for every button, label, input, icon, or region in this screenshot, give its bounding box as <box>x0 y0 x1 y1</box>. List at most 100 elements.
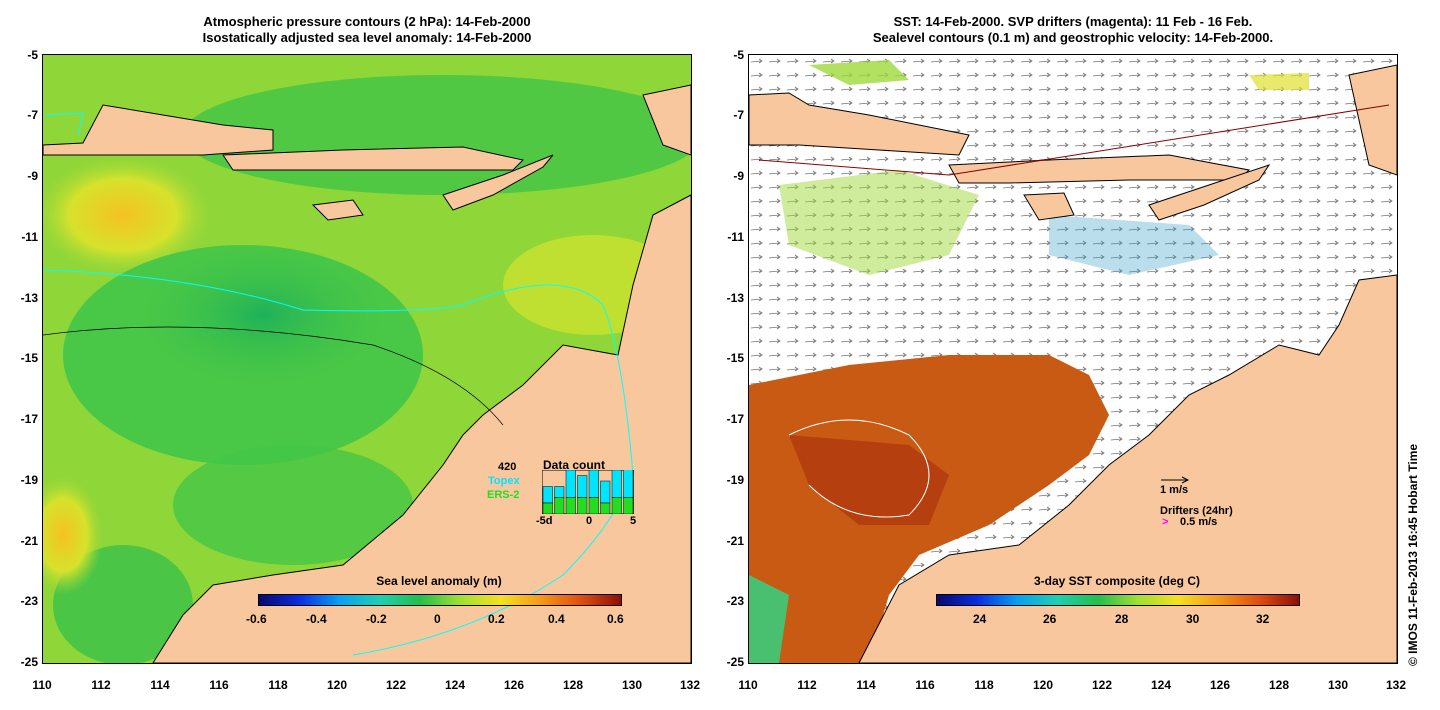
left-y-tick: -9 <box>27 169 38 183</box>
right-cbar-tick: 32 <box>1256 612 1270 626</box>
inset-x-tick: 0 <box>586 515 593 527</box>
left-x-tick: 116 <box>209 678 229 692</box>
timor-land <box>442 154 554 211</box>
right-y-tick: -21 <box>726 534 744 548</box>
right-x-tick: 124 <box>1150 678 1172 692</box>
australia-land-right <box>858 274 1397 663</box>
right-y-tick: -9 <box>733 169 744 183</box>
left-x-tick: 126 <box>503 678 525 692</box>
left-title: Atmospheric pressure contours (2 hPa): 1… <box>42 14 692 46</box>
right-y-tick: -23 <box>726 594 744 608</box>
topex-bar <box>623 470 634 498</box>
right-colorbar <box>936 594 1300 606</box>
left-y-tick: -21 <box>20 534 38 548</box>
right-cbar-tick: 28 <box>1115 612 1129 626</box>
right-y-tick: -7 <box>733 108 744 122</box>
right-y-tick: -11 <box>727 230 744 244</box>
ers-bar <box>623 497 634 514</box>
right-y-tick: -15 <box>726 351 744 365</box>
australia-land <box>152 194 691 663</box>
topex-bar <box>611 470 622 498</box>
topex-bar <box>542 486 553 504</box>
right-cbar-tick: 30 <box>1186 612 1200 626</box>
right-cbar-tick: 24 <box>973 612 987 626</box>
right-y-tick: -5 <box>733 48 744 62</box>
right-x-tick: 114 <box>856 678 876 692</box>
left-x-tick: 124 <box>444 678 466 692</box>
drifter-track <box>758 104 1390 176</box>
right-x-tick: 116 <box>915 678 935 692</box>
topex-bar <box>600 480 611 504</box>
right-title-line2: Sealevel contours (0.1 m) and geostrophi… <box>872 30 1274 45</box>
velocity-scale-label: 1 m/s <box>1160 484 1189 496</box>
right-x-tick: 122 <box>1091 678 1113 692</box>
drifter-arrow-icon: > <box>1162 516 1169 528</box>
cyan-contour <box>43 269 634 656</box>
velocity-arrow-icon <box>1161 476 1190 484</box>
left-cbar-tick: -0.6 <box>246 612 267 626</box>
sea-level-anomaly-map <box>43 55 691 663</box>
left-x-tick: 128 <box>562 678 584 692</box>
right-map-panel <box>748 54 1398 664</box>
left-y-tick: -17 <box>20 412 38 426</box>
data-count-chart <box>542 470 634 514</box>
left-title-line2: Isostatically adjusted sea level anomaly… <box>202 30 532 45</box>
ers-bar <box>554 497 565 514</box>
left-x-tick: 132 <box>679 678 701 692</box>
left-cbar-tick: 0.4 <box>548 612 565 626</box>
java-land-right <box>749 92 970 156</box>
right-title: SST: 14-Feb-2000. SVP drifters (magenta)… <box>748 14 1398 46</box>
inset-series-topex: Topex <box>488 475 520 487</box>
ers-bar <box>542 502 553 514</box>
topex-bar <box>554 486 565 498</box>
inset-title: Data count <box>543 458 606 472</box>
right-x-tick: 112 <box>797 678 817 692</box>
left-y-tick: -25 <box>20 655 38 669</box>
right-cbar-tick: 26 <box>1043 612 1057 626</box>
right-x-tick: 118 <box>974 678 994 692</box>
ers-bar <box>565 497 576 514</box>
left-cbar-tick: 0.6 <box>607 612 624 626</box>
left-y-tick: -19 <box>20 473 38 487</box>
inset-count: 420 <box>498 461 517 473</box>
drifter-legend-label: Drifters (24hr) <box>1160 505 1233 517</box>
sumba-land <box>311 199 364 221</box>
topex-bar <box>577 475 588 498</box>
inset-x-tick: 5 <box>630 515 637 527</box>
ers-bar <box>588 497 599 514</box>
left-x-tick: 122 <box>385 678 407 692</box>
northeast-land <box>642 84 691 156</box>
timor-land-right <box>1148 164 1271 221</box>
topex-bar <box>565 470 576 498</box>
right-colorbar-title: 3-day SST composite (deg C) <box>1033 574 1201 588</box>
right-y-tick: -13 <box>726 291 744 305</box>
ers-bar <box>577 497 588 514</box>
ers-bar <box>600 502 611 514</box>
left-x-tick: 112 <box>91 678 111 692</box>
left-y-tick: -7 <box>27 108 38 122</box>
drifter-scale-label: 0.5 m/s <box>1180 516 1218 528</box>
right-title-line1: SST: 14-Feb-2000. SVP drifters (magenta)… <box>893 14 1253 29</box>
sealevel-contour <box>788 419 930 518</box>
inset-series-ers: ERS-2 <box>487 489 520 501</box>
left-y-tick: -5 <box>27 48 38 62</box>
ers-bar <box>611 497 622 514</box>
pressure-contour <box>43 326 504 426</box>
right-y-tick: -17 <box>726 412 744 426</box>
right-y-tick: -25 <box>726 655 744 669</box>
left-map-panel <box>42 54 692 664</box>
left-title-line1: Atmospheric pressure contours (2 hPa): 1… <box>203 14 531 29</box>
left-y-tick: -23 <box>20 594 38 608</box>
left-x-tick: 120 <box>326 678 348 692</box>
cyan-contour-2 <box>43 112 84 136</box>
right-x-tick: 130 <box>1327 678 1349 692</box>
left-x-tick: 130 <box>621 678 643 692</box>
left-colorbar-title: Sea level anomaly (m) <box>376 574 502 588</box>
left-x-tick: 110 <box>32 678 52 692</box>
right-y-tick: -19 <box>726 473 744 487</box>
sst-map <box>749 55 1397 663</box>
sumba-land-right <box>1023 192 1075 221</box>
right-x-tick: 132 <box>1385 678 1407 692</box>
flores-land <box>222 146 525 171</box>
topex-bar <box>588 470 599 498</box>
